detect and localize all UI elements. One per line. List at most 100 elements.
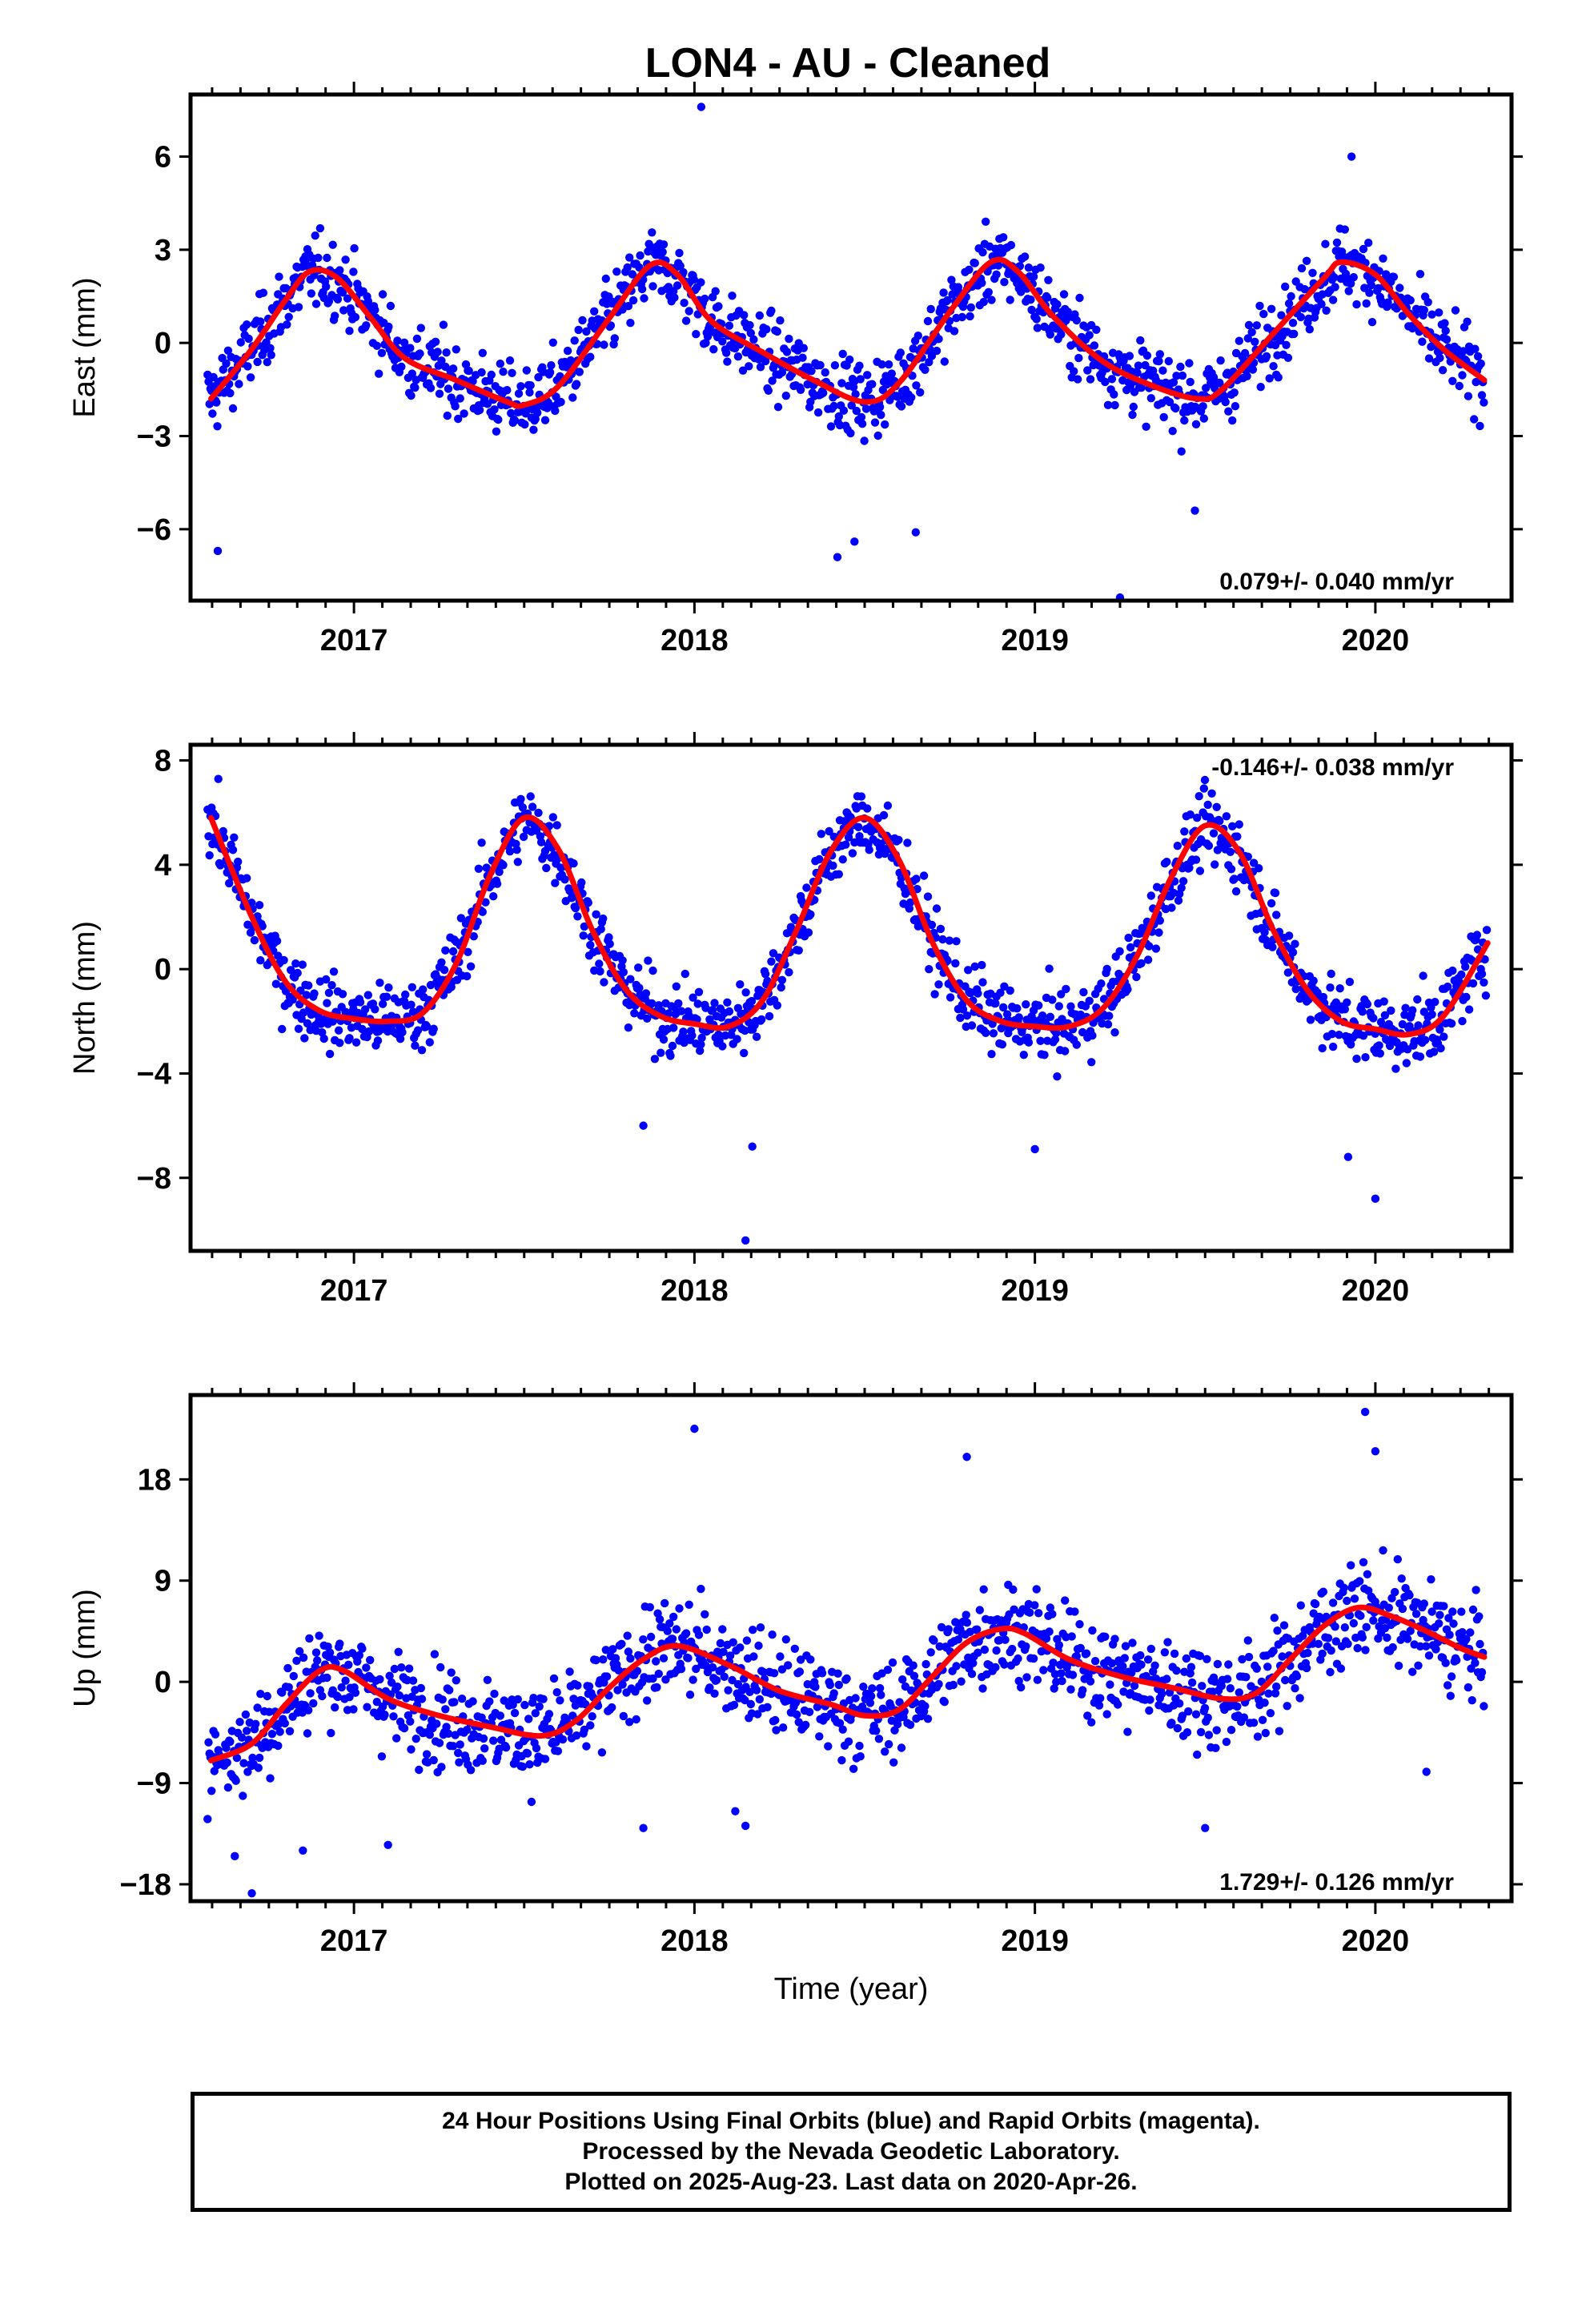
data-point — [1327, 1646, 1335, 1655]
data-point — [1408, 1006, 1417, 1015]
data-point-outlier — [1191, 506, 1199, 515]
data-point — [452, 1676, 460, 1685]
data-point — [903, 838, 912, 847]
data-point — [1186, 1669, 1195, 1678]
data-point — [1006, 986, 1014, 995]
data-point — [1238, 1655, 1247, 1664]
data-point — [1039, 1666, 1048, 1675]
data-point — [1215, 816, 1224, 826]
data-point — [442, 348, 451, 357]
data-point — [1358, 1633, 1367, 1642]
data-point — [897, 1743, 906, 1752]
data-point — [669, 1023, 678, 1032]
data-point — [729, 1700, 739, 1710]
data-point — [1178, 877, 1188, 886]
data-point — [253, 357, 262, 367]
data-point — [1438, 366, 1447, 375]
data-point — [897, 402, 906, 411]
data-point — [728, 1675, 737, 1685]
data-point — [815, 1732, 824, 1741]
data-point — [448, 947, 458, 956]
data-point — [513, 1695, 522, 1704]
data-point — [205, 850, 214, 860]
data-point — [1145, 942, 1154, 951]
data-point — [1252, 1664, 1262, 1673]
data-point — [711, 287, 720, 296]
data-point — [415, 1765, 424, 1775]
data-point — [292, 1656, 301, 1665]
data-point — [1226, 1684, 1235, 1693]
data-point — [1154, 928, 1163, 937]
data-point — [813, 1703, 822, 1711]
data-point — [1134, 361, 1143, 370]
data-point — [696, 1046, 705, 1055]
data-point — [1043, 293, 1052, 302]
data-point — [1464, 1683, 1473, 1692]
data-point — [1178, 371, 1187, 380]
data-point — [1361, 1053, 1370, 1062]
data-point — [626, 975, 635, 983]
data-point — [322, 975, 331, 984]
data-point — [1175, 1699, 1184, 1708]
data-point — [974, 989, 982, 998]
data-point — [1419, 971, 1427, 980]
data-point — [452, 345, 460, 354]
data-point — [644, 956, 652, 965]
data-point — [692, 330, 701, 339]
data-point — [749, 1652, 758, 1661]
data-point — [863, 371, 872, 380]
data-point — [932, 346, 942, 356]
data-point — [318, 1691, 327, 1701]
data-point — [617, 1639, 626, 1648]
data-point — [708, 1663, 717, 1672]
data-point — [1462, 992, 1471, 1002]
data-point — [1449, 1619, 1458, 1628]
data-point — [299, 1008, 308, 1017]
data-point — [1142, 422, 1150, 431]
data-point — [666, 1051, 675, 1060]
data-point — [474, 864, 484, 874]
data-point — [1078, 1686, 1087, 1695]
data-point — [796, 1655, 805, 1664]
data-point — [1170, 1649, 1179, 1659]
data-point — [1277, 311, 1286, 320]
data-point — [868, 1684, 877, 1693]
data-point — [1445, 1630, 1454, 1639]
data-point — [965, 265, 974, 274]
data-point — [1092, 325, 1101, 334]
data-point — [1480, 398, 1488, 407]
data-point — [553, 1747, 563, 1755]
x-tick-label: 2017 — [320, 1924, 388, 1958]
data-point — [628, 296, 638, 305]
data-point — [1106, 1680, 1114, 1689]
data-point — [670, 293, 679, 302]
data-point — [761, 970, 770, 979]
data-point — [940, 357, 950, 366]
data-point — [738, 366, 748, 375]
data-point — [1115, 947, 1124, 956]
data-point — [337, 1683, 346, 1692]
data-point — [371, 1005, 379, 1014]
data-point — [833, 1669, 842, 1678]
data-point — [532, 1743, 541, 1753]
data-point — [1137, 959, 1146, 968]
data-point — [254, 1763, 263, 1772]
data-point — [599, 1655, 608, 1664]
data-point — [327, 1728, 335, 1738]
data-point — [499, 368, 508, 376]
data-point — [1058, 1676, 1066, 1686]
data-point — [483, 400, 492, 408]
data-point — [881, 1747, 889, 1756]
data-point — [623, 1631, 632, 1640]
data-point — [1271, 1689, 1280, 1698]
data-point — [590, 307, 599, 316]
data-point — [499, 861, 508, 870]
data-point — [1330, 273, 1339, 282]
data-point — [1121, 1642, 1130, 1651]
data-point — [1353, 1643, 1362, 1653]
data-point — [643, 1696, 652, 1705]
data-point — [360, 1005, 370, 1014]
data-point — [1118, 1662, 1127, 1671]
footer-line-1: 24 Hour Positions Using Final Orbits (bl… — [442, 2108, 1260, 2134]
y-tick-label: −8 — [137, 1162, 171, 1196]
